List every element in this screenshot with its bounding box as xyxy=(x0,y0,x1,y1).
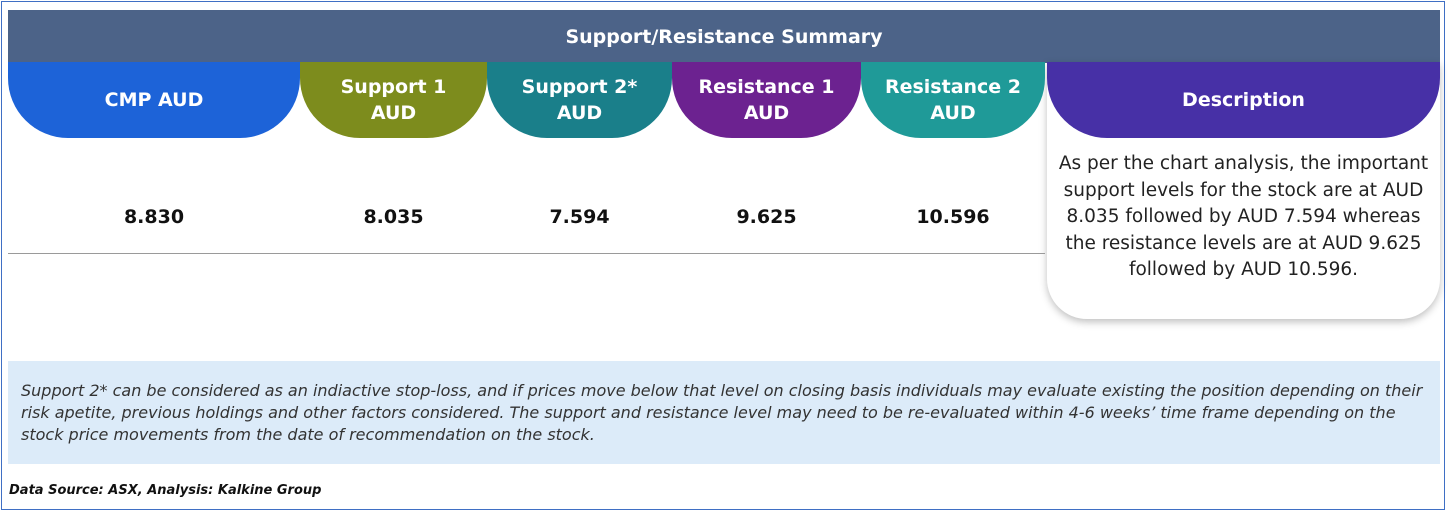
description-text: As per the chart analysis, the important… xyxy=(1058,153,1429,280)
header-cmp: CMP AUD xyxy=(8,62,300,138)
value-resistance-1: 9.625 xyxy=(736,206,797,228)
header-resistance-1: Resistance 1 AUD xyxy=(672,62,861,138)
header-support-2: Support 2* AUD xyxy=(487,62,672,138)
value-support-2: 7.594 xyxy=(549,206,610,228)
disclaimer-note: Support 2* can be considered as an india… xyxy=(8,361,1440,464)
data-source: Data Source: ASX, Analysis: Kalkine Grou… xyxy=(9,483,322,498)
table-title: Support/Resistance Summary xyxy=(8,10,1440,63)
header-support-1: Support 1 AUD xyxy=(300,62,487,138)
header-resistance-2: Resistance 2 AUD xyxy=(861,62,1045,138)
value-cmp: 8.830 xyxy=(123,206,185,228)
row-divider xyxy=(8,253,1045,254)
header-description: Description xyxy=(1047,62,1440,138)
value-resistance-2: 10.596 xyxy=(916,206,990,228)
value-support-1: 8.035 xyxy=(363,206,424,228)
